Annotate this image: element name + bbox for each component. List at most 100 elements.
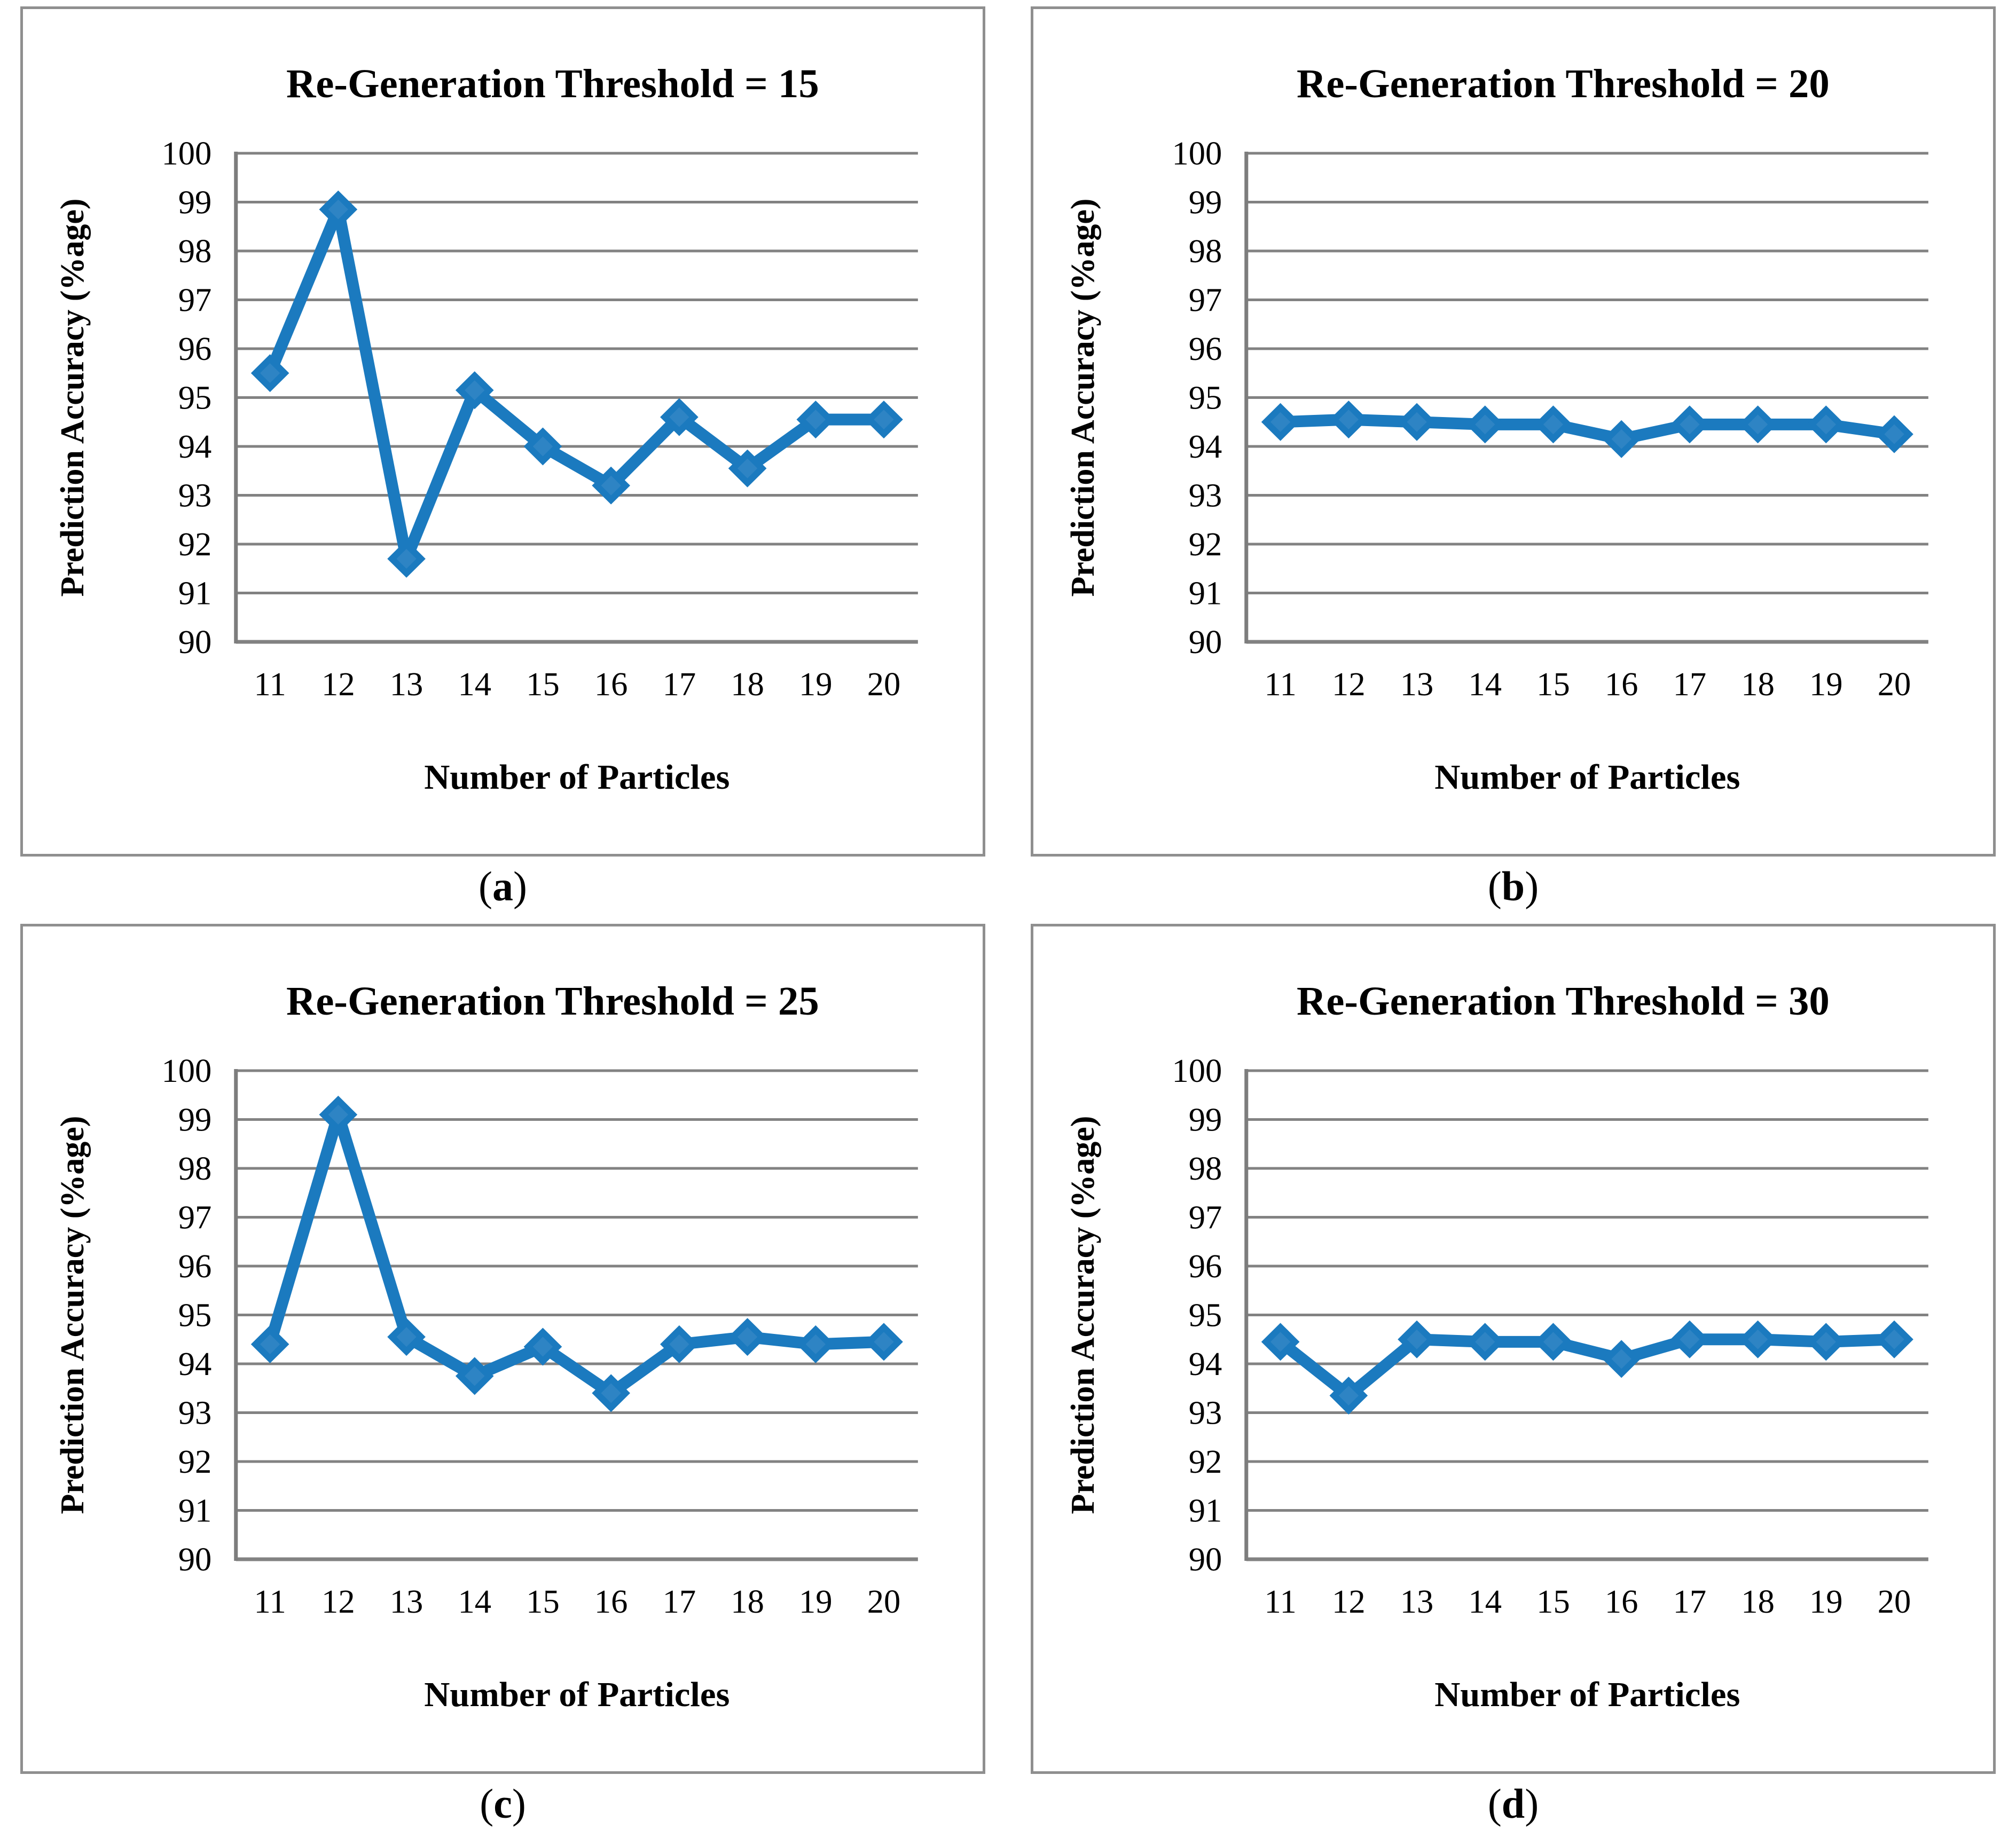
- chart-panel-c: 90 91 92 93 94 95 96 97 98 99 100 11 12 13 14 15 16 17 18 1…: [20, 924, 985, 1774]
- y-tick-label: 92: [178, 1443, 212, 1480]
- data-point-marker: [1398, 1320, 1436, 1358]
- data-point-marker: [387, 1318, 426, 1356]
- data-point-marker: [1398, 403, 1436, 441]
- x-tick-label: 17: [663, 666, 696, 703]
- chart-panel-a: 90 91 92 93 94 95 96 97 98 99 100 11 12 13 14 15 16 17 18 1…: [20, 6, 985, 857]
- chart-svg-d: 90 91 92 93 94 95 96 97 98 99 100 11 12 13 14 15 16 17 18 1…: [1064, 978, 1928, 1714]
- data-point-marker: [1329, 400, 1368, 439]
- data-point-marker: [1875, 415, 1913, 453]
- chart-panel-b: 90 91 92 93 94 95 96 97 98 99 100 11 12 13 14 15 16 17 18 1…: [1031, 6, 1996, 857]
- data-point-marker: [796, 1325, 835, 1363]
- x-tick-label: 12: [1332, 1583, 1366, 1620]
- caption-open-paren: (: [480, 1780, 494, 1827]
- x-axis-label: Number of Particles: [424, 758, 729, 797]
- x-tick-label: 18: [731, 666, 764, 703]
- y-axis-label: Prediction Accuracy (%age): [54, 1116, 91, 1514]
- y-tick-label: 98: [178, 233, 212, 270]
- y-tick-label: 99: [1189, 184, 1222, 221]
- y-axis-label: Prediction Accuracy (%age): [54, 199, 91, 597]
- caption-close-paren: ): [513, 863, 527, 909]
- x-tick-label: 13: [390, 666, 423, 703]
- data-point-marker: [1465, 1323, 1504, 1361]
- x-tick-label: 11: [254, 666, 286, 703]
- x-axis-label: Number of Particles: [1434, 1675, 1740, 1714]
- x-tick-label: 16: [594, 1583, 628, 1620]
- y-tick-label: 100: [161, 1052, 211, 1089]
- data-point-marker: [592, 466, 630, 505]
- x-tick-label: 20: [1878, 1583, 1911, 1620]
- data-point-marker: [387, 539, 426, 578]
- x-tick-label: 12: [321, 1583, 355, 1620]
- caption-letter: a: [492, 863, 513, 909]
- y-tick-label: 93: [1189, 477, 1222, 514]
- y-tick-label: 96: [178, 331, 212, 367]
- data-point-marker: [865, 1323, 903, 1361]
- x-tick-label: 19: [1809, 1583, 1843, 1620]
- data-point-marker: [1534, 1323, 1573, 1361]
- data-point-marker: [1261, 1323, 1300, 1361]
- y-tick-label: 93: [1189, 1395, 1222, 1432]
- data-point-marker: [319, 190, 358, 229]
- data-point-marker: [1534, 405, 1573, 444]
- y-tick-label: 100: [1172, 135, 1222, 172]
- x-tick-label: 18: [731, 1583, 764, 1620]
- y-axis-label: Prediction Accuracy (%age): [1064, 199, 1101, 597]
- y-tick-label: 92: [1189, 526, 1222, 563]
- x-tick-label: 14: [458, 666, 491, 703]
- x-axis-label: Number of Particles: [424, 1675, 729, 1714]
- y-tick-label: 93: [178, 477, 212, 514]
- caption-c: (c): [20, 1774, 985, 1834]
- x-tick-label: 16: [1605, 666, 1638, 703]
- y-axis-label: Prediction Accuracy (%age): [1064, 1116, 1101, 1514]
- x-tick-label: 12: [1332, 666, 1366, 703]
- y-tick-label: 100: [1172, 1052, 1222, 1089]
- x-tick-label: 14: [458, 1583, 491, 1620]
- y-tick-label: 98: [1189, 1150, 1222, 1187]
- figure-cell-d: 90 91 92 93 94 95 96 97 98 99 100 11 12 13 14 15 16 17 18 1…: [1031, 924, 1996, 1838]
- chart-svg-c: 90 91 92 93 94 95 96 97 98 99 100 11 12 13 14 15 16 17 18 1…: [54, 978, 918, 1714]
- y-tick-label: 91: [1189, 575, 1222, 612]
- y-tick-label: 96: [178, 1248, 212, 1285]
- x-tick-label: 11: [1264, 666, 1296, 703]
- x-axis-label: Number of Particles: [1434, 758, 1740, 797]
- data-point-marker: [728, 1318, 767, 1356]
- data-point-marker: [1602, 420, 1641, 458]
- x-tick-label: 13: [390, 1583, 423, 1620]
- y-tick-label: 94: [1189, 428, 1222, 465]
- data-point-marker: [1738, 405, 1777, 444]
- x-tick-label: 17: [663, 1583, 696, 1620]
- data-point-marker: [865, 400, 903, 439]
- figure-cell-a: 90 91 92 93 94 95 96 97 98 99 100 11 12 13 14 15 16 17 18 1…: [20, 6, 985, 921]
- data-point-marker: [660, 1325, 699, 1363]
- x-tick-label: 13: [1400, 666, 1434, 703]
- data-line: [1274, 1333, 1901, 1402]
- y-tick-label: 99: [178, 1102, 212, 1138]
- data-point-marker: [1602, 1340, 1641, 1378]
- caption-open-paren: (: [1487, 863, 1502, 909]
- y-tick-label: 95: [1189, 380, 1222, 417]
- x-tick-label: 14: [1468, 1583, 1502, 1620]
- y-tick-label: 97: [1189, 282, 1222, 319]
- x-tick-label: 19: [1809, 666, 1843, 703]
- y-tick-label: 91: [178, 575, 212, 612]
- data-point-marker: [319, 1095, 358, 1134]
- x-tick-label: 18: [1741, 666, 1775, 703]
- y-tick-label: 99: [178, 184, 212, 221]
- data-point-marker: [250, 354, 289, 392]
- y-tick-label: 97: [178, 282, 212, 319]
- y-tick-label: 99: [1189, 1102, 1222, 1138]
- x-tick-label: 14: [1468, 666, 1502, 703]
- data-line: [264, 1109, 890, 1399]
- x-tick-label: 15: [1536, 666, 1570, 703]
- x-tick-label: 16: [594, 666, 628, 703]
- caption-a: (a): [20, 857, 985, 916]
- chart-title: Re-Generation Threshold = 15: [286, 61, 819, 106]
- x-tick-label: 19: [799, 666, 833, 703]
- y-tick-label: 95: [178, 1297, 212, 1334]
- y-tick-label: 90: [178, 624, 212, 661]
- y-tick-label: 97: [178, 1199, 212, 1236]
- caption-d: (d): [1031, 1774, 1996, 1834]
- x-tick-label: 20: [867, 1583, 901, 1620]
- data-point-marker: [1465, 405, 1504, 444]
